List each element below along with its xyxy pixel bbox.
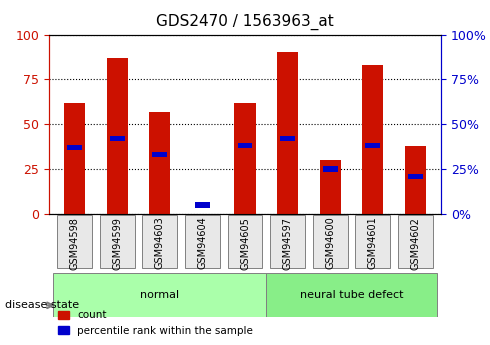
Bar xyxy=(319,160,341,214)
Bar xyxy=(64,103,85,214)
Bar xyxy=(238,143,252,148)
FancyBboxPatch shape xyxy=(142,215,177,268)
Text: GSM94600: GSM94600 xyxy=(325,217,335,269)
FancyBboxPatch shape xyxy=(313,215,348,268)
FancyBboxPatch shape xyxy=(398,215,433,268)
Text: GSM94597: GSM94597 xyxy=(283,217,293,270)
Legend: count, percentile rank within the sample: count, percentile rank within the sample xyxy=(54,306,257,340)
Text: neural tube defect: neural tube defect xyxy=(300,290,403,300)
Bar xyxy=(110,136,124,141)
Bar xyxy=(149,112,171,214)
Text: GSM94598: GSM94598 xyxy=(70,217,79,269)
Text: GSM94605: GSM94605 xyxy=(240,217,250,269)
Bar xyxy=(67,145,82,150)
Bar xyxy=(195,202,210,208)
FancyBboxPatch shape xyxy=(270,215,305,268)
Bar xyxy=(277,52,298,214)
Bar xyxy=(152,152,167,157)
FancyBboxPatch shape xyxy=(185,215,220,268)
Bar xyxy=(234,103,256,214)
Bar xyxy=(323,166,338,172)
Text: GSM94604: GSM94604 xyxy=(197,217,207,269)
Bar xyxy=(280,136,295,141)
Text: GSM94599: GSM94599 xyxy=(112,217,122,269)
Text: GSM94601: GSM94601 xyxy=(368,217,378,269)
FancyBboxPatch shape xyxy=(227,215,263,268)
FancyBboxPatch shape xyxy=(53,274,266,316)
Text: disease state: disease state xyxy=(5,300,79,310)
FancyBboxPatch shape xyxy=(57,215,92,268)
FancyBboxPatch shape xyxy=(266,274,437,316)
Title: GDS2470 / 1563963_at: GDS2470 / 1563963_at xyxy=(156,14,334,30)
FancyBboxPatch shape xyxy=(99,215,135,268)
FancyBboxPatch shape xyxy=(355,215,391,268)
Bar xyxy=(366,143,380,148)
Text: GSM94602: GSM94602 xyxy=(411,217,420,269)
Bar xyxy=(362,65,384,214)
Text: GSM94603: GSM94603 xyxy=(155,217,165,269)
Bar xyxy=(408,174,423,179)
Bar xyxy=(405,146,426,214)
Bar xyxy=(106,58,128,214)
Text: normal: normal xyxy=(140,290,179,300)
